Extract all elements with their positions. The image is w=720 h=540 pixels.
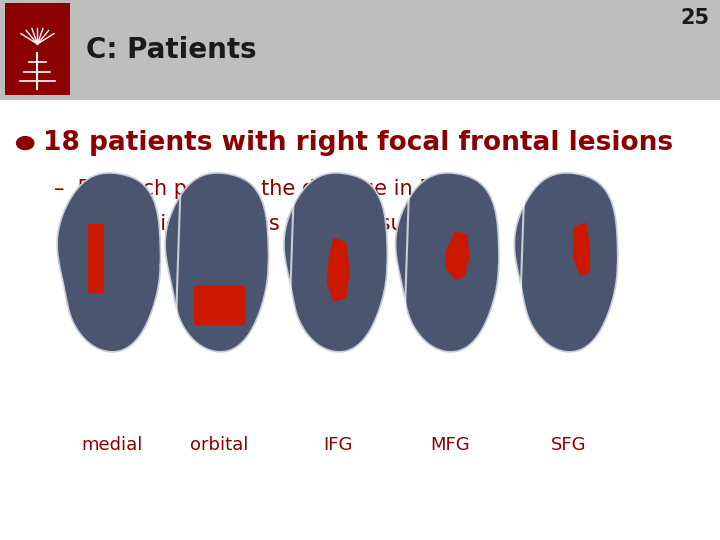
Circle shape xyxy=(17,137,34,150)
Text: 25: 25 xyxy=(680,8,709,28)
Polygon shape xyxy=(57,173,161,352)
Polygon shape xyxy=(572,222,590,276)
Text: medial: medial xyxy=(81,436,143,455)
FancyBboxPatch shape xyxy=(0,0,720,100)
Polygon shape xyxy=(445,231,469,280)
FancyBboxPatch shape xyxy=(194,286,246,325)
Text: C: Patients: C: Patients xyxy=(86,36,257,64)
Polygon shape xyxy=(284,173,387,352)
Polygon shape xyxy=(327,238,350,302)
FancyBboxPatch shape xyxy=(88,224,104,293)
Text: 18 patients with right focal frontal lesions: 18 patients with right focal frontal les… xyxy=(43,130,673,156)
Polygon shape xyxy=(395,173,499,352)
FancyBboxPatch shape xyxy=(0,100,720,540)
Text: MFG: MFG xyxy=(430,436,470,455)
FancyBboxPatch shape xyxy=(5,3,70,94)
Text: –  For each patient, the damage in 5: – For each patient, the damage in 5 xyxy=(54,179,433,199)
Polygon shape xyxy=(165,173,269,352)
Text: orbital: orbital xyxy=(190,436,249,455)
Text: SFG: SFG xyxy=(551,436,587,455)
Polygon shape xyxy=(514,173,618,352)
Text: anatomical regions was measured.: anatomical regions was measured. xyxy=(54,214,444,234)
Text: IFG: IFG xyxy=(324,436,353,455)
